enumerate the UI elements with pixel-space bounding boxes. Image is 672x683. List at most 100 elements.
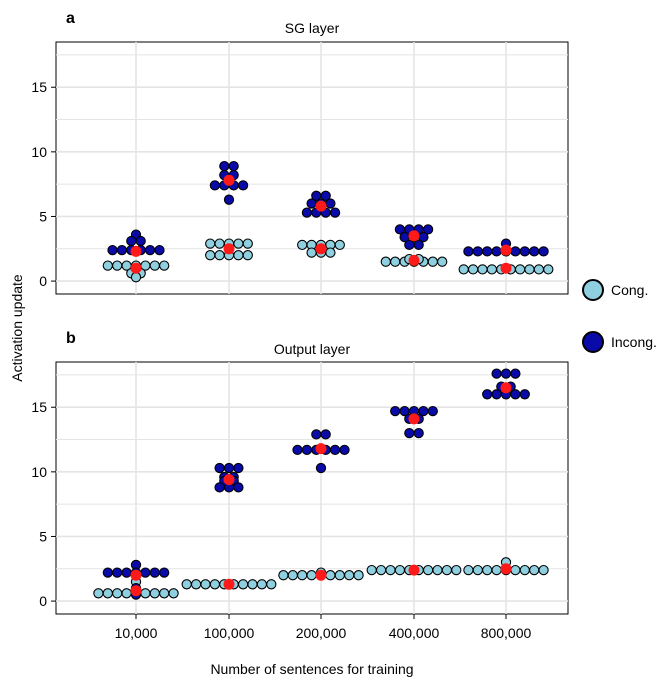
incong-point	[329, 207, 341, 218]
cong-point	[486, 264, 498, 275]
incong-point	[311, 190, 322, 201]
cong-point	[256, 579, 268, 590]
incong-mean-marker	[130, 245, 142, 257]
incong-point	[301, 444, 313, 456]
cong-point	[543, 264, 554, 275]
incong-point	[135, 235, 146, 247]
cong-mean-marker	[223, 243, 235, 255]
incong-point	[491, 368, 502, 379]
incong-point	[472, 246, 483, 257]
incong-point	[209, 180, 221, 191]
incong-point	[339, 444, 350, 456]
incong-point	[233, 482, 244, 493]
y-tick-label: 15	[31, 79, 47, 95]
cong-point	[353, 570, 364, 581]
panel-b-points	[93, 368, 549, 600]
cong-point	[491, 564, 502, 576]
cong-point	[242, 250, 253, 261]
incong-mean-marker	[130, 569, 142, 581]
cong-point	[306, 570, 317, 581]
cong-mean-marker	[408, 564, 420, 576]
incong-point	[237, 180, 249, 191]
incong-point	[112, 567, 123, 578]
legend-incong-swatch	[582, 331, 604, 353]
cong-point	[181, 579, 192, 590]
incong-point	[491, 246, 502, 257]
panel-b-title: Output layer	[274, 341, 351, 357]
incong-mean-marker	[408, 413, 420, 425]
incong-point	[214, 482, 225, 493]
cong-point	[519, 564, 530, 576]
incong-point	[219, 160, 230, 172]
cong-point	[334, 570, 345, 581]
incong-point	[214, 462, 225, 474]
cong-mean-marker	[315, 243, 327, 255]
incong-point	[228, 160, 239, 172]
cong-point	[385, 564, 396, 576]
incong-point	[107, 244, 118, 256]
cong-point	[366, 564, 377, 576]
cong-point	[437, 256, 448, 267]
cong-point	[112, 260, 123, 271]
cong-point	[422, 564, 434, 576]
y-axis-label: Activation update	[9, 274, 25, 382]
cong-point	[233, 250, 244, 261]
incong-point	[510, 246, 521, 257]
incong-point	[159, 567, 170, 578]
incong-point	[154, 244, 165, 256]
incong-point	[510, 368, 521, 379]
cong-mean-marker	[408, 254, 420, 266]
incong-point	[144, 244, 156, 256]
incong-point	[223, 462, 235, 474]
cong-point	[482, 564, 493, 576]
incong-point	[500, 368, 512, 379]
incong-point	[482, 389, 493, 400]
incong-point	[390, 405, 401, 417]
cong-point	[297, 570, 308, 581]
cong-point	[538, 564, 549, 576]
cong-point	[390, 256, 401, 267]
incong-point	[482, 246, 493, 257]
cong-mean-marker	[315, 569, 327, 581]
cong-mean-marker	[223, 578, 235, 590]
cong-point	[334, 239, 345, 251]
cong-point	[159, 260, 170, 271]
legend: Cong. Incong.	[582, 279, 657, 353]
incong-mean-marker	[223, 174, 235, 186]
cong-point	[325, 570, 336, 581]
cong-point	[159, 588, 170, 599]
incong-point	[519, 246, 530, 257]
y-tick-label: 15	[31, 399, 47, 415]
cong-point	[233, 238, 244, 249]
cong-point	[93, 588, 104, 599]
incong-point	[519, 389, 530, 400]
cong-point	[514, 264, 526, 275]
incong-point	[116, 244, 128, 256]
cong-point	[247, 579, 258, 590]
incong-point	[320, 429, 331, 440]
panel-a-title: SG layer	[285, 20, 340, 36]
incong-point	[301, 207, 313, 218]
x-tick-label: 800,000	[481, 625, 532, 641]
cong-point	[242, 238, 253, 249]
panel-sg-layer: a SG layer 0 5 10 15	[31, 10, 569, 295]
cong-point	[168, 588, 179, 599]
incong-point	[126, 235, 137, 247]
y-tick-label: 10	[31, 144, 47, 160]
x-tick-label: 400,000	[389, 625, 440, 641]
legend-incong-label: Incong.	[611, 334, 657, 350]
panel-output-layer: b Output layer 0 5 10 15	[31, 330, 569, 615]
cong-point	[266, 579, 277, 590]
x-tick-label: 200,000	[296, 625, 347, 641]
cong-point	[463, 564, 474, 576]
panel-a-y-ticks: 0 5 10 15	[31, 79, 56, 289]
cong-point	[140, 588, 151, 599]
incong-point	[315, 462, 327, 474]
x-axis-label: Number of sentences for training	[210, 661, 413, 677]
cong-point	[149, 588, 160, 599]
cong-point	[380, 256, 391, 267]
incong-point	[413, 239, 424, 251]
incong-point	[292, 444, 303, 456]
cong-point	[427, 256, 438, 267]
cong-point	[287, 570, 298, 581]
